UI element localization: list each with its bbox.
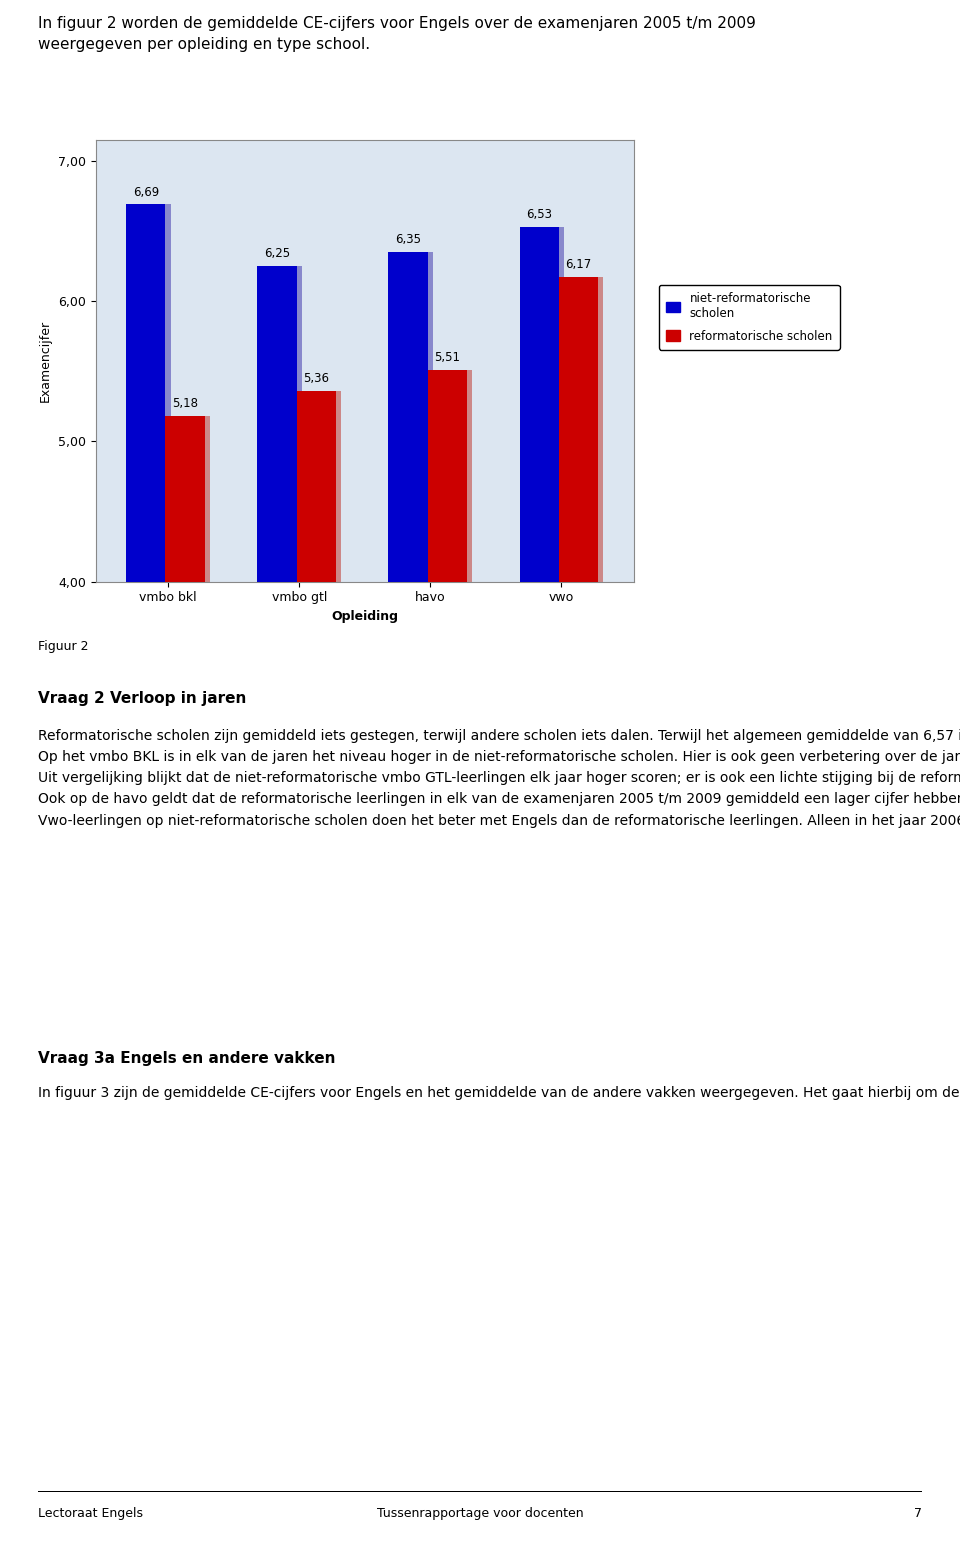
Bar — [297, 391, 336, 582]
Bar — [132, 205, 171, 582]
Text: Vraag 2 Verloop in jaren: Vraag 2 Verloop in jaren — [38, 692, 247, 706]
Bar — [171, 416, 210, 582]
Text: 5,18: 5,18 — [172, 397, 198, 411]
Text: Vraag 3a Engels en andere vakken: Vraag 3a Engels en andere vakken — [38, 1052, 336, 1066]
Text: In figuur 2 worden de gemiddelde CE-cijfers voor Engels over de examenjaren 2005: In figuur 2 worden de gemiddelde CE-cijf… — [38, 16, 756, 51]
Y-axis label: Examencijfer: Examencijfer — [38, 320, 51, 402]
Text: In figuur 3 zijn de gemiddelde CE-cijfers voor Engels en het gemiddelde van de a: In figuur 3 zijn de gemiddelde CE-cijfer… — [38, 1086, 960, 1100]
Bar — [564, 278, 604, 582]
Text: 6,69: 6,69 — [132, 186, 159, 199]
Text: 6,35: 6,35 — [396, 233, 421, 247]
Text: 6,25: 6,25 — [264, 247, 290, 261]
Bar — [262, 265, 301, 582]
Bar — [519, 226, 559, 582]
Bar — [559, 278, 598, 582]
Bar — [165, 416, 204, 582]
Bar — [126, 205, 165, 582]
Bar — [433, 369, 472, 582]
Text: Reformatorische scholen zijn gemiddeld iets gestegen, terwijl andere scholen iet: Reformatorische scholen zijn gemiddeld i… — [38, 729, 960, 828]
Bar — [257, 265, 297, 582]
Text: Figuur 2: Figuur 2 — [38, 641, 89, 653]
Bar — [428, 369, 468, 582]
Bar — [525, 226, 564, 582]
Bar — [394, 251, 433, 582]
Text: Lectoraat Engels: Lectoraat Engels — [38, 1508, 143, 1520]
Text: 7: 7 — [914, 1508, 922, 1520]
Text: 5,36: 5,36 — [303, 372, 329, 385]
Bar — [389, 251, 428, 582]
Legend: niet-reformatorische
scholen, reformatorische scholen: niet-reformatorische scholen, reformator… — [659, 285, 840, 349]
Bar — [301, 391, 341, 582]
X-axis label: Opleiding: Opleiding — [331, 610, 398, 624]
Text: 6,17: 6,17 — [565, 259, 591, 271]
Text: 6,53: 6,53 — [526, 208, 552, 220]
Text: Tussenrapportage voor docenten: Tussenrapportage voor docenten — [376, 1508, 584, 1520]
Text: 5,51: 5,51 — [435, 351, 461, 364]
